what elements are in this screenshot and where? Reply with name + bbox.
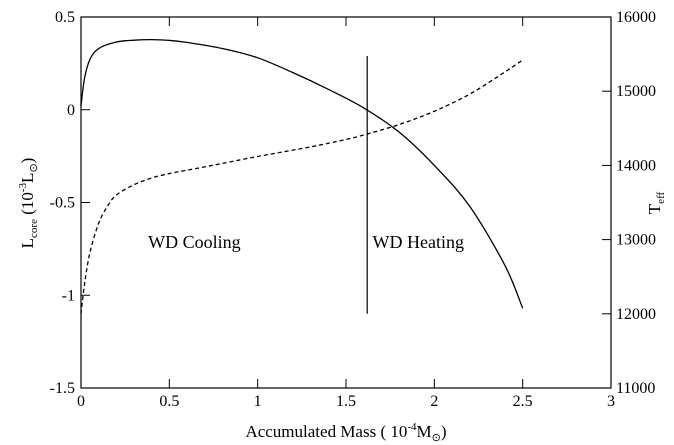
ticks: [80, 16, 612, 389]
y-left-title-tail: L: [18, 173, 37, 183]
y-left-tick-label: -1.5: [50, 380, 75, 397]
y-left-tick-label: 0: [67, 102, 75, 119]
y-left-tick-label: -1: [62, 287, 75, 304]
teff-series-line: [80, 59, 524, 314]
y-right-tick-label: 12000: [616, 306, 656, 323]
y-right-tick-label: 15000: [616, 83, 656, 100]
x-tick-label: 1.5: [336, 393, 356, 410]
x-tick-label: 1: [254, 393, 262, 410]
x-tick-label: 3: [607, 393, 615, 410]
y-left-tick-label: -0.5: [50, 195, 75, 212]
y-left-title-main: L: [18, 238, 37, 248]
y-right-tick-label: 13000: [616, 232, 656, 249]
y-left-title-mid: (10: [18, 192, 37, 219]
plot-frame: [80, 16, 612, 389]
x-axis-title-sup: -4: [407, 421, 417, 433]
y-right-title-sub: eff: [655, 191, 667, 203]
y-left-title-sub2: ⊙: [28, 163, 40, 172]
annotations: WD Cooling WD Heating: [148, 232, 464, 252]
tick-labels: 0 0.5 1 1.5 2 2.5 3 -1.5 -1 -0.5 0 0.5 11000 12000 130…: [50, 9, 656, 410]
y-axis-right-title: Teff: [645, 191, 667, 214]
y-right-tick-label: 16000: [616, 9, 656, 26]
y-left-title-close: ): [18, 158, 37, 164]
y-right-title-main: T: [645, 203, 664, 214]
y-right-tick-label: 14000: [616, 157, 656, 174]
y-left-title-sub: core: [28, 219, 40, 238]
x-tick-label: 0: [77, 393, 85, 410]
x-axis-title-tail: M: [417, 422, 432, 441]
annotation-wd-cooling: WD Cooling: [148, 232, 241, 252]
y-left-tick-label: 0.5: [55, 9, 75, 26]
x-tick-label: 2: [430, 393, 438, 410]
y-right-tick-label: 11000: [616, 380, 655, 397]
x-axis-title-sub: ⊙: [432, 432, 441, 444]
y-axis-left-title: Lcore (10-3L⊙): [17, 158, 40, 249]
x-axis-title-main: Accumulated Mass ( 10: [245, 422, 407, 441]
y-left-title-sup: -3: [17, 182, 29, 192]
annotation-wd-heating: WD Heating: [373, 232, 464, 252]
lcore-series-line: [80, 38, 524, 309]
x-tick-label: 2.5: [513, 393, 533, 410]
x-axis-title-close: ): [441, 422, 447, 441]
x-axis-title: Accumulated Mass ( 10-4M⊙): [245, 421, 446, 444]
series-layer: [80, 38, 524, 314]
x-tick-label: 0.5: [159, 393, 179, 410]
